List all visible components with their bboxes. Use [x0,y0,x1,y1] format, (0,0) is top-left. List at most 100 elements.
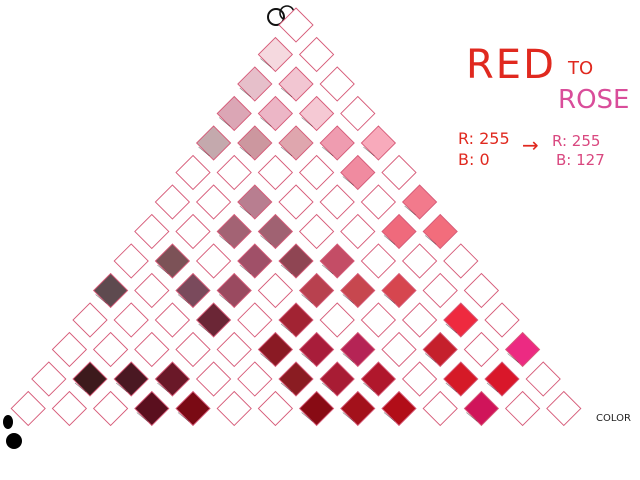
color-swatch-diamond [340,272,376,309]
heading-to-word: TO [567,58,593,79]
empty-swatch-diamond [31,361,67,397]
swatch-label-scribble [219,235,231,245]
empty-swatch-diamond [422,272,458,309]
swatch-label-scribble [280,323,293,334]
color-swatch-diamond [340,154,376,191]
swatch-label-scribble [260,58,272,68]
color-swatch-diamond [257,331,294,368]
formula-r-from: R: 255 [458,129,510,148]
swatch-label-scribble [136,412,148,422]
color-swatch-diamond [92,272,129,309]
empty-swatch-diamond [546,390,582,427]
empty-swatch-diamond [216,390,252,427]
swatch-label-scribble [177,412,190,422]
color-swatch-diamond [484,361,520,397]
empty-swatch-diamond [381,154,417,191]
color-swatch-diamond [278,361,314,397]
swatch-label-scribble [280,382,293,393]
empty-swatch-diamond [298,213,335,250]
color-swatch-diamond [381,213,417,250]
color-swatch-diamond [360,125,397,161]
color-swatch-diamond [278,302,314,338]
color-swatch-diamond [340,331,376,368]
empty-swatch-diamond [257,272,294,309]
empty-swatch-diamond [463,331,500,368]
swatch-label-scribble [342,353,354,363]
color-swatch-diamond [134,390,170,427]
swatch-label-scribble [445,382,457,393]
swatch-label-scribble [342,176,354,186]
color-swatch-diamond [381,272,417,309]
empty-swatch-diamond [154,184,191,220]
color-swatch-diamond [319,243,355,279]
empty-swatch-diamond [134,272,170,309]
color-swatch-diamond [113,361,149,397]
swatch-label-scribble [239,205,251,216]
empty-swatch-diamond [443,243,479,279]
color-diamond-grid [10,7,582,427]
color-swatch-diamond [237,184,273,220]
color-swatch-diamond [278,243,314,279]
swatch-label-scribble [425,235,437,245]
swatch-label-scribble [198,323,210,334]
empty-swatch-diamond [134,331,170,368]
formula-r-to: R: 255 [552,132,600,150]
color-swatch-diamond [195,302,232,338]
swatch-label-scribble [239,264,251,275]
color-swatch-diamond [401,184,438,220]
swatch-label-scribble [260,353,272,363]
color-swatch-diamond [257,213,294,250]
swatch-label-scribble [363,146,375,157]
swatch-label-scribble [342,294,354,304]
color-swatch-diamond [216,213,252,250]
swatch-label-scribble [177,294,190,304]
color-swatch-diamond [422,213,458,250]
empty-swatch-diamond [237,302,273,338]
color-swatch-diamond [443,361,479,397]
empty-swatch-diamond [92,331,129,368]
ink-blot-marks [3,415,22,449]
empty-swatch-diamond [51,390,88,427]
empty-swatch-diamond [401,302,438,338]
empty-swatch-diamond [484,302,520,338]
empty-swatch-diamond [319,66,355,102]
empty-swatch-diamond [175,154,211,191]
empty-swatch-diamond [401,361,438,397]
empty-swatch-diamond [257,154,294,191]
empty-swatch-diamond [175,331,211,368]
swatch-label-scribble [383,294,396,304]
swatch-label-scribble [445,323,457,334]
empty-swatch-diamond [216,331,252,368]
color-swatch-diamond [216,272,252,309]
swatch-label-scribble [301,294,313,304]
swatch-label-scribble [157,382,169,393]
color-swatch-diamond [298,331,335,368]
empty-swatch-diamond [113,243,149,279]
color-swatch-diamond [154,243,191,279]
swatch-label-scribble [301,117,313,127]
color-swatch-diamond [278,66,314,102]
heading-rose-word: ROSE [558,85,629,115]
empty-swatch-diamond [195,184,232,220]
empty-swatch-diamond [72,302,108,338]
empty-swatch-diamond [257,390,294,427]
formula-arrow: → [522,133,539,157]
empty-swatch-diamond [195,361,232,397]
empty-swatch-diamond [360,302,397,338]
color-swatch-diamond [360,361,397,397]
heading-red-word: RED [466,42,556,88]
swatch-label-scribble [322,146,334,157]
empty-swatch-diamond [463,272,500,309]
empty-swatch-diamond [195,243,232,279]
color-swatch-diamond [237,125,273,161]
empty-swatch-diamond [154,302,191,338]
swatch-label-scribble [404,205,416,216]
empty-swatch-diamond [237,361,273,397]
color-swatch-diamond [463,390,500,427]
swatch-label-scribble [239,146,251,157]
color-swatch-diamond [278,125,314,161]
color-swatch-diamond [216,95,252,132]
empty-swatch-diamond [319,184,355,220]
swatch-label-scribble [280,146,293,157]
color-swatch-diamond [298,390,335,427]
